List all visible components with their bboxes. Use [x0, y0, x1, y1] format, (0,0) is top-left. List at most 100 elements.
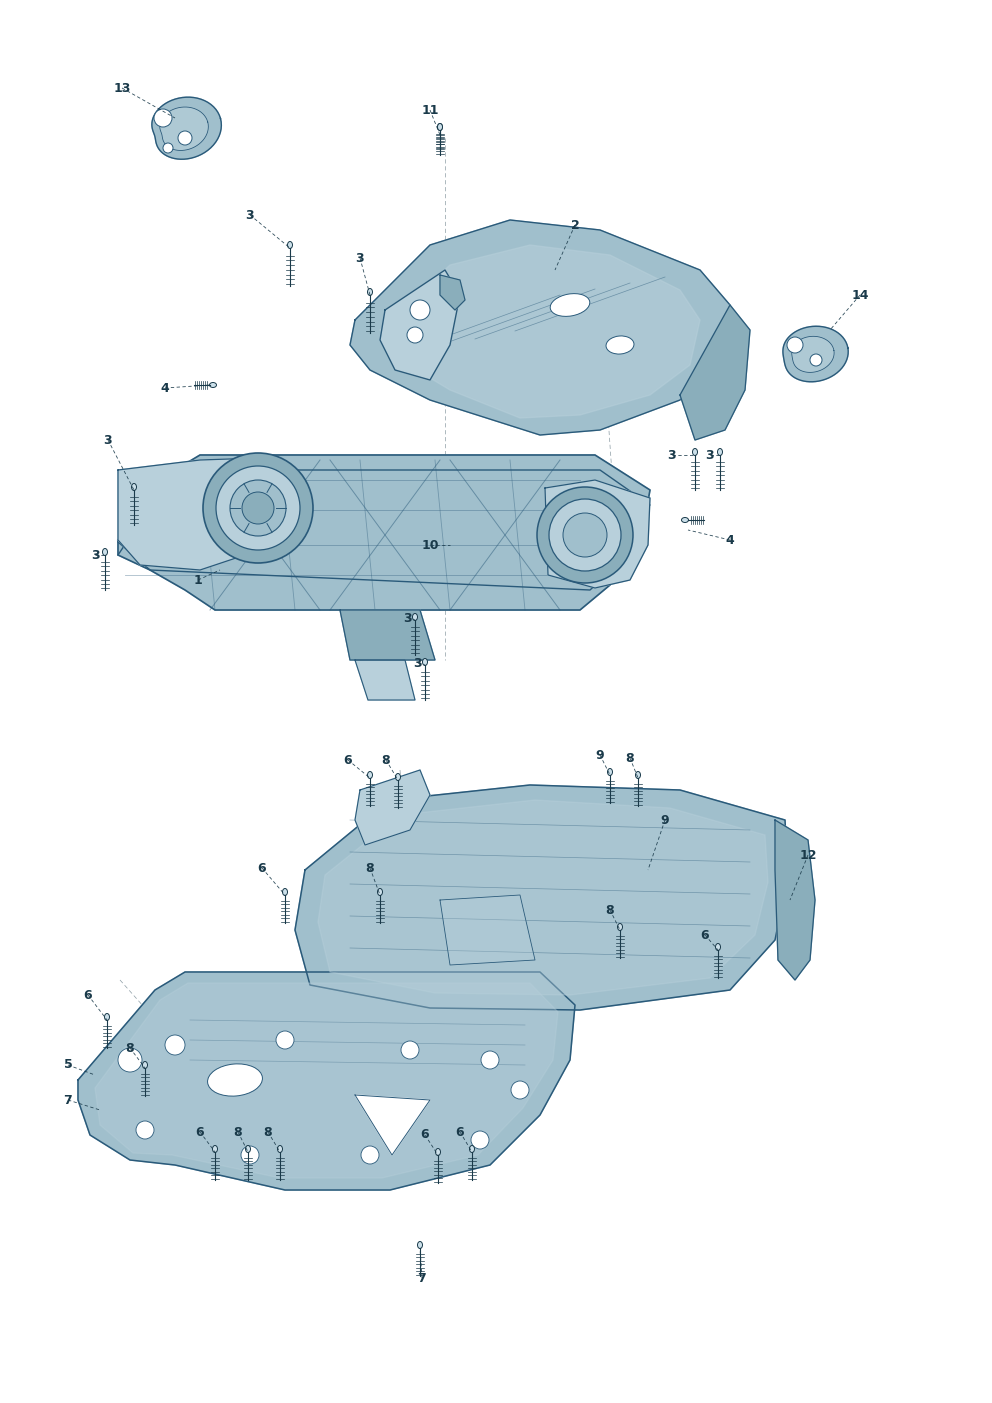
Circle shape — [242, 492, 274, 523]
Text: 8: 8 — [382, 753, 390, 766]
Ellipse shape — [717, 449, 722, 456]
Text: 3: 3 — [668, 449, 677, 462]
Polygon shape — [440, 895, 535, 965]
Ellipse shape — [278, 1145, 283, 1152]
Ellipse shape — [396, 773, 401, 780]
Ellipse shape — [715, 943, 720, 950]
Circle shape — [154, 109, 172, 128]
Text: 7: 7 — [418, 1271, 427, 1285]
Text: 6: 6 — [83, 989, 92, 1002]
Circle shape — [118, 1048, 142, 1072]
Circle shape — [537, 487, 633, 584]
Polygon shape — [340, 610, 435, 659]
Text: 5: 5 — [63, 1058, 72, 1072]
Circle shape — [163, 143, 173, 153]
Circle shape — [511, 1080, 529, 1099]
Text: 2: 2 — [570, 219, 579, 231]
Text: 8: 8 — [234, 1125, 242, 1138]
Circle shape — [216, 466, 300, 550]
Circle shape — [241, 1146, 259, 1164]
Text: 3: 3 — [356, 251, 364, 265]
Text: 8: 8 — [264, 1125, 273, 1138]
Ellipse shape — [607, 769, 612, 776]
Text: 9: 9 — [661, 814, 670, 826]
Polygon shape — [380, 269, 460, 380]
Ellipse shape — [423, 658, 428, 665]
Text: 6: 6 — [421, 1128, 430, 1142]
Circle shape — [136, 1121, 154, 1139]
Text: 8: 8 — [626, 752, 634, 765]
Text: 6: 6 — [258, 861, 266, 874]
Text: 3: 3 — [246, 209, 254, 222]
Text: 4: 4 — [725, 533, 734, 547]
Text: 4: 4 — [161, 382, 170, 394]
Circle shape — [276, 1031, 294, 1049]
Polygon shape — [118, 455, 650, 610]
Circle shape — [165, 1035, 185, 1055]
Polygon shape — [350, 220, 730, 435]
Circle shape — [401, 1041, 419, 1059]
Ellipse shape — [606, 335, 634, 354]
Polygon shape — [440, 275, 465, 310]
Ellipse shape — [288, 241, 293, 248]
Polygon shape — [152, 97, 221, 159]
Text: 3: 3 — [414, 657, 423, 669]
Ellipse shape — [617, 923, 623, 930]
Ellipse shape — [437, 123, 442, 130]
Ellipse shape — [692, 449, 697, 456]
Polygon shape — [680, 304, 750, 441]
Ellipse shape — [367, 289, 373, 296]
Text: 14: 14 — [851, 289, 869, 302]
Polygon shape — [118, 457, 258, 570]
Text: 8: 8 — [606, 904, 614, 916]
Ellipse shape — [437, 123, 442, 130]
Polygon shape — [355, 770, 430, 845]
Polygon shape — [78, 972, 575, 1190]
Text: 6: 6 — [455, 1125, 464, 1138]
Circle shape — [407, 327, 423, 342]
Circle shape — [810, 354, 822, 366]
Circle shape — [563, 513, 607, 557]
Ellipse shape — [212, 1145, 217, 1152]
Text: 8: 8 — [366, 861, 374, 874]
Ellipse shape — [682, 518, 688, 522]
Text: 6: 6 — [195, 1125, 204, 1138]
Polygon shape — [775, 819, 815, 981]
Circle shape — [787, 337, 803, 354]
Polygon shape — [295, 786, 788, 1010]
Ellipse shape — [283, 888, 288, 895]
Ellipse shape — [132, 484, 137, 491]
Circle shape — [203, 453, 313, 563]
Polygon shape — [380, 246, 700, 418]
Text: 6: 6 — [700, 929, 709, 941]
Text: 3: 3 — [404, 612, 413, 624]
Ellipse shape — [435, 1149, 440, 1156]
Polygon shape — [783, 327, 848, 382]
Polygon shape — [792, 337, 834, 372]
Ellipse shape — [209, 383, 216, 387]
Polygon shape — [95, 984, 558, 1179]
Ellipse shape — [378, 888, 383, 895]
Text: 1: 1 — [193, 574, 202, 586]
Circle shape — [481, 1051, 499, 1069]
Text: 11: 11 — [422, 104, 438, 116]
Text: 6: 6 — [343, 753, 352, 766]
Ellipse shape — [469, 1145, 474, 1152]
Text: 3: 3 — [705, 449, 714, 462]
Polygon shape — [318, 800, 768, 995]
Polygon shape — [355, 659, 415, 700]
Ellipse shape — [245, 1145, 251, 1152]
Ellipse shape — [104, 1013, 109, 1020]
Ellipse shape — [367, 772, 373, 779]
Circle shape — [549, 499, 621, 571]
Ellipse shape — [418, 1242, 423, 1249]
Ellipse shape — [143, 1062, 148, 1069]
Circle shape — [471, 1131, 489, 1149]
Polygon shape — [545, 480, 650, 588]
Text: 3: 3 — [104, 434, 112, 446]
Circle shape — [410, 300, 430, 320]
Text: 9: 9 — [595, 748, 604, 762]
Ellipse shape — [413, 613, 418, 620]
Text: 8: 8 — [126, 1041, 134, 1055]
Text: 3: 3 — [90, 549, 99, 561]
